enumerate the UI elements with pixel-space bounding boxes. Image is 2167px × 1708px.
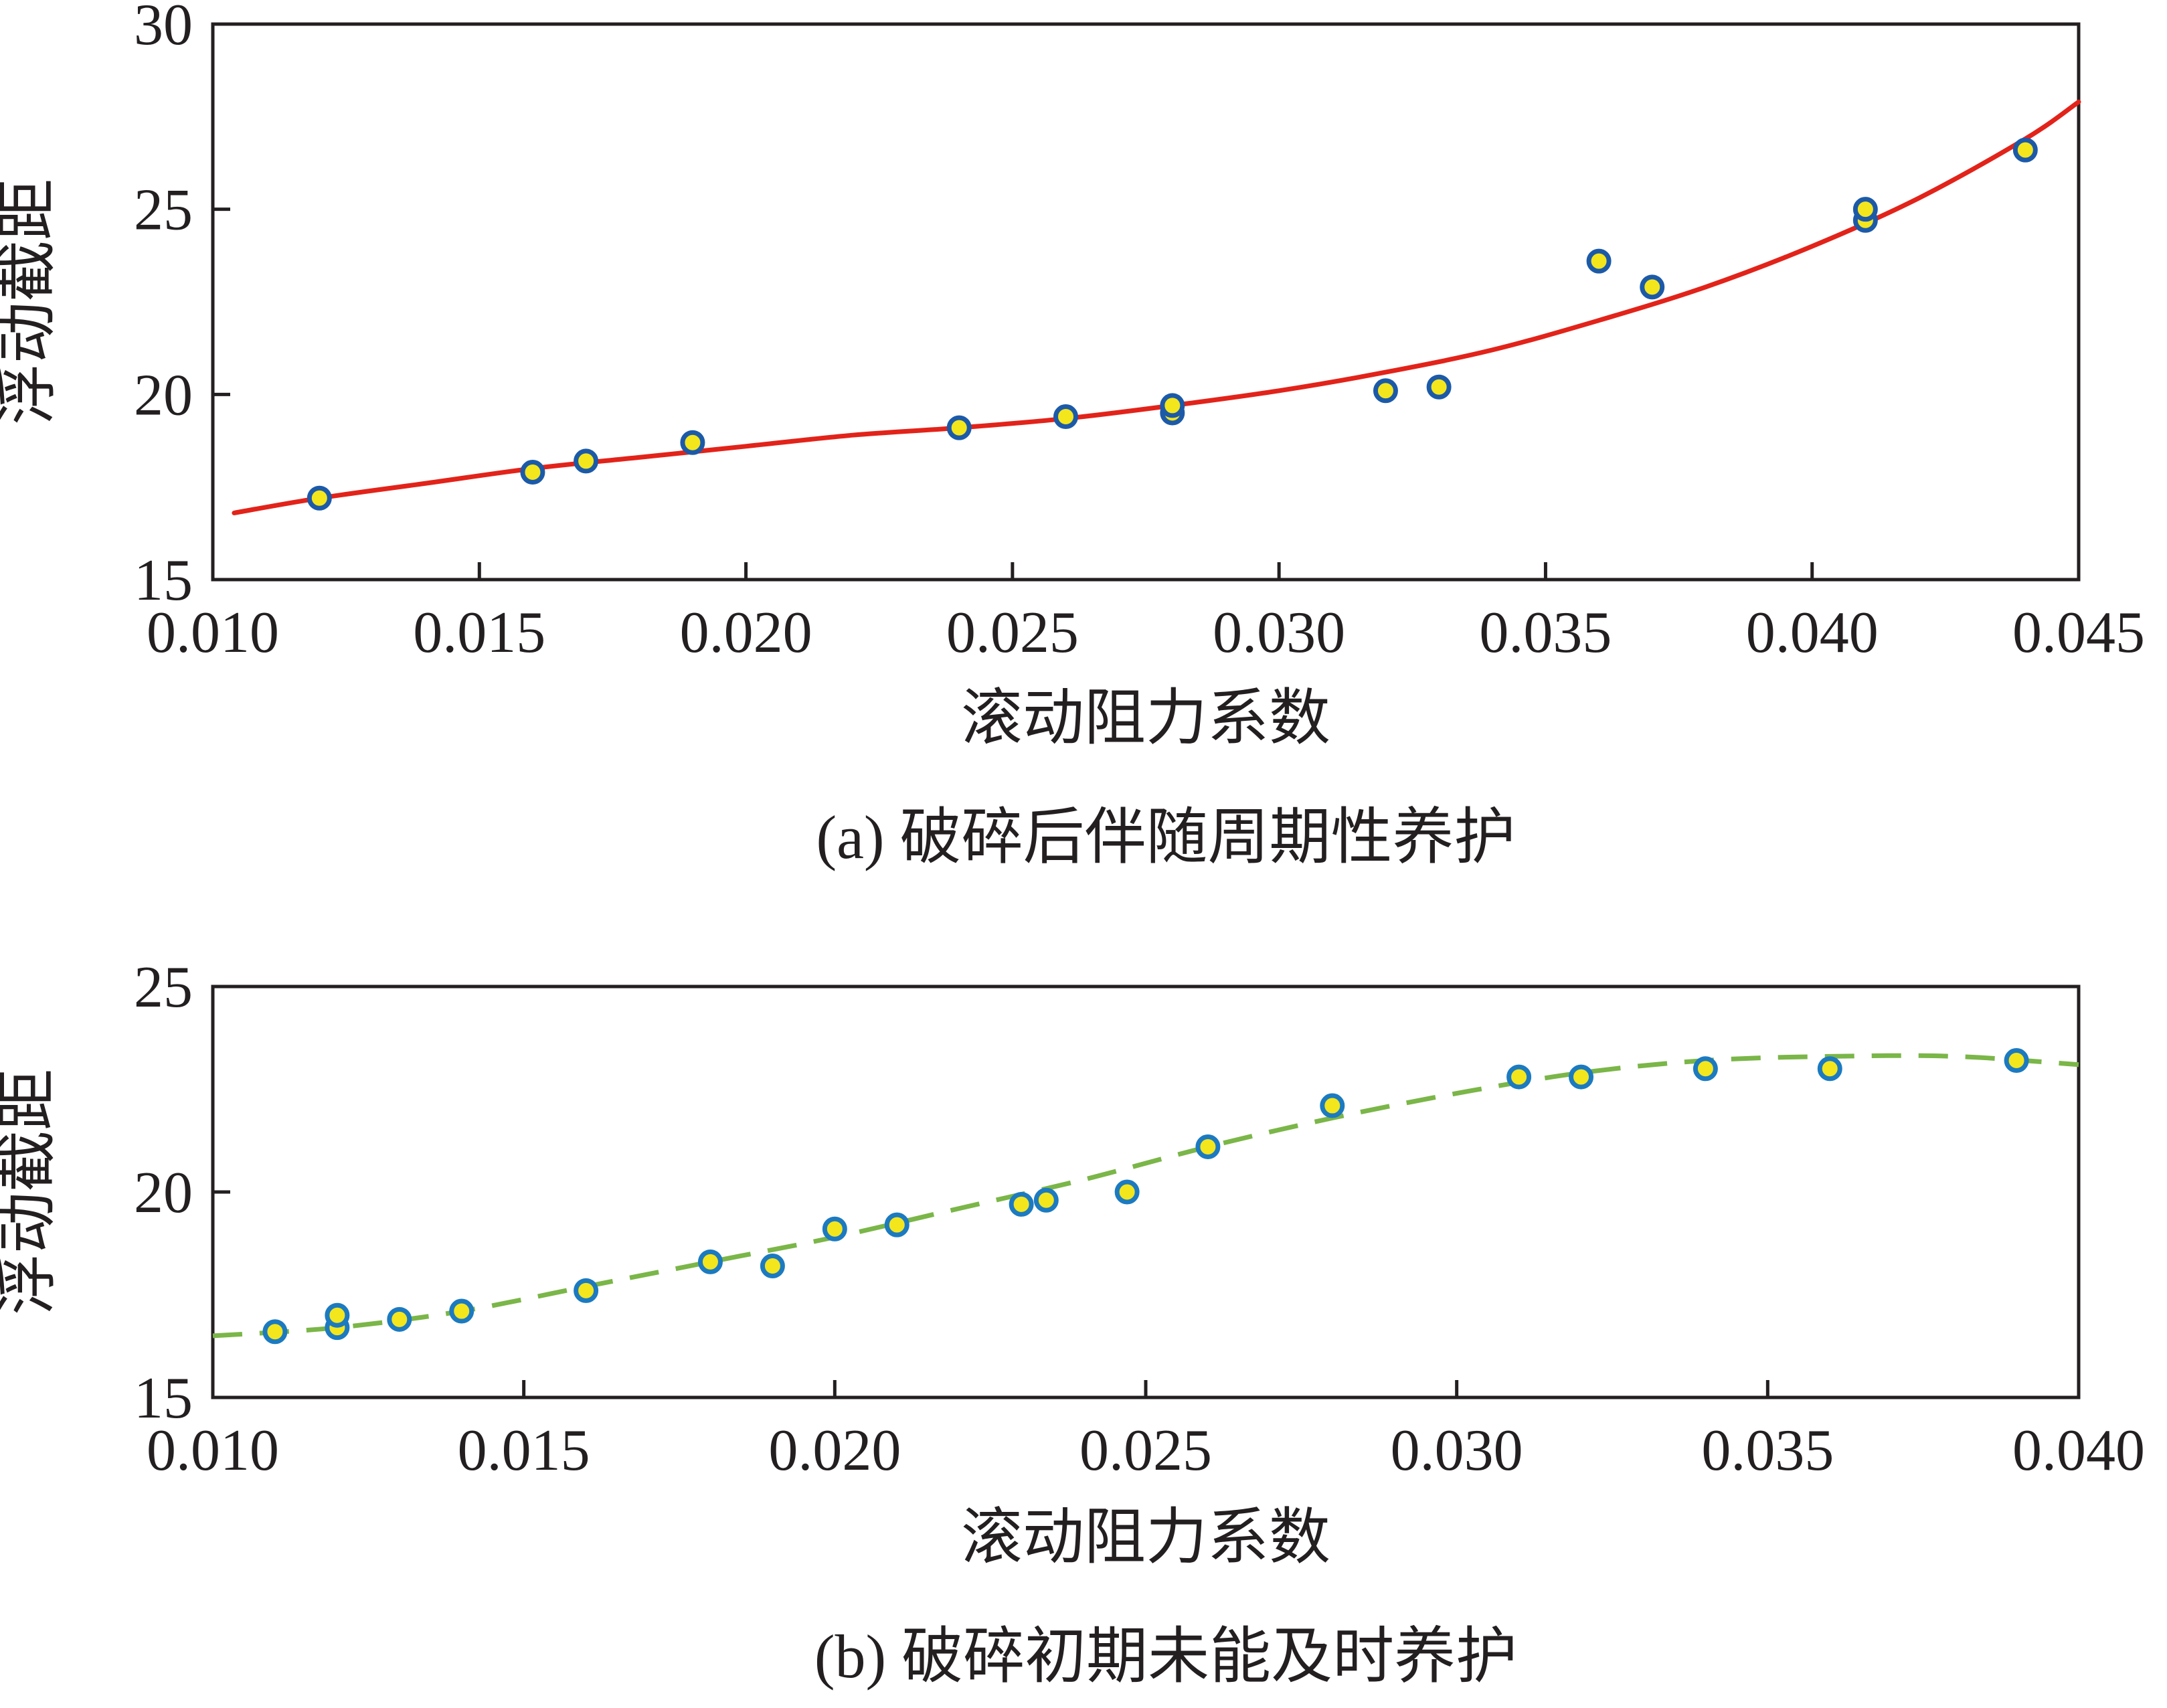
b-data-point — [387, 1306, 412, 1332]
a-data-point — [1373, 378, 1398, 404]
a-data-point — [1053, 404, 1079, 430]
b-fit-curve — [212, 1053, 2079, 1339]
a-x-tick-label: 0.020 — [680, 600, 812, 665]
a-x-tick-label: 0.045 — [2012, 600, 2145, 665]
a-data-point — [307, 485, 332, 511]
a-x-tick-label: 0.010 — [147, 600, 279, 665]
a-data-point — [1426, 374, 1452, 400]
a-x-tick-label: 0.025 — [946, 600, 1079, 665]
a-x-axis-label: 滚动阻力系数 — [961, 684, 1330, 752]
b-data-point — [822, 1216, 847, 1242]
b-data-point — [884, 1212, 909, 1237]
b-x-tick-label: 0.040 — [2012, 1418, 2145, 1483]
b-data-point — [1009, 1191, 1034, 1217]
b-plot-frame — [211, 985, 2081, 1399]
a-data-point — [2012, 137, 2038, 163]
b-y-axis-label: 浮动截距 — [0, 1069, 62, 1315]
b-data-point — [1693, 1056, 1718, 1082]
a-x-tick-label: 0.015 — [413, 600, 545, 665]
panel-b: 0.010 0.015 0.020 0.025 0.030 0.035 0.040 15 20 2… — [0, 955, 2145, 1691]
b-x-tick-label: 0.025 — [1079, 1418, 1212, 1483]
b-data-point — [262, 1319, 288, 1345]
b-x-axis-label: 滚动阻力系数 — [961, 1503, 1330, 1571]
b-data-point — [760, 1254, 785, 1279]
b-data-point — [697, 1249, 723, 1274]
b-data-point — [1033, 1187, 1059, 1213]
a-data-point — [1586, 248, 1612, 274]
a-x-tick-label: 0.035 — [1479, 600, 1612, 665]
a-data-point — [574, 448, 599, 474]
b-y-tick-label: 25 — [134, 955, 193, 1020]
b-y-tick-label: 20 — [134, 1161, 193, 1225]
b-data-point — [574, 1278, 599, 1303]
b-x-tick-label: 0.030 — [1391, 1418, 1523, 1483]
a-x-tick-label: 0.030 — [1213, 600, 1345, 665]
a-data-point — [680, 430, 705, 455]
a-y-tick-label: 30 — [134, 0, 193, 58]
a-data-point — [1852, 197, 1878, 222]
b-x-tick-label: 0.010 — [147, 1418, 279, 1483]
b-data-point — [1320, 1093, 1345, 1118]
b-data-point — [2004, 1048, 2029, 1074]
a-y-axis-label: 浮动截距 — [0, 179, 62, 425]
panel-a: 0.010 0.015 0.020 0.025 0.030 0.035 0.040 0.045… — [0, 0, 2145, 871]
a-y-tick-label: 15 — [134, 548, 193, 613]
b-data-point — [1506, 1064, 1532, 1090]
b-caption: (b) 破碎初期未能及时养护 — [814, 1622, 1517, 1691]
a-data-point — [1640, 274, 1665, 300]
a-y-tick-label: 25 — [134, 178, 193, 243]
b-data-point — [1817, 1056, 1842, 1082]
a-plot-frame — [211, 22, 2081, 582]
b-data-point — [1195, 1134, 1221, 1159]
a-data-point — [1160, 393, 1185, 418]
a-fit-curve — [232, 99, 2081, 515]
a-y-tick-label: 20 — [134, 363, 193, 428]
b-x-tick-label: 0.020 — [768, 1418, 901, 1483]
a-data-point — [520, 460, 545, 485]
b-y-tick-label: 15 — [134, 1366, 193, 1431]
b-data-point — [1569, 1064, 1594, 1090]
b-x-tick-label: 0.035 — [1701, 1418, 1834, 1483]
b-x-tick-label: 0.015 — [458, 1418, 590, 1483]
b-data-point — [449, 1298, 474, 1324]
a-caption: (a) 破碎后伴随周期性养护 — [816, 803, 1515, 871]
b-data-point — [1114, 1179, 1140, 1205]
a-data-point — [946, 415, 972, 440]
a-x-tick-label: 0.040 — [1746, 600, 1879, 665]
b-data-point — [325, 1302, 350, 1328]
